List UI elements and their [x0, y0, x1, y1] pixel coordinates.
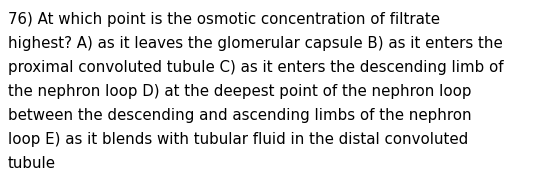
Text: the nephron loop D) at the deepest point of the nephron loop: the nephron loop D) at the deepest point… — [8, 84, 472, 99]
Text: between the descending and ascending limbs of the nephron: between the descending and ascending lim… — [8, 108, 472, 123]
Text: highest? A) as it leaves the glomerular capsule B) as it enters the: highest? A) as it leaves the glomerular … — [8, 36, 503, 51]
Text: loop E) as it blends with tubular fluid in the distal convoluted: loop E) as it blends with tubular fluid … — [8, 132, 468, 147]
Text: 76) At which point is the osmotic concentration of filtrate: 76) At which point is the osmotic concen… — [8, 12, 440, 27]
Text: tubule: tubule — [8, 156, 56, 171]
Text: proximal convoluted tubule C) as it enters the descending limb of: proximal convoluted tubule C) as it ente… — [8, 60, 504, 75]
